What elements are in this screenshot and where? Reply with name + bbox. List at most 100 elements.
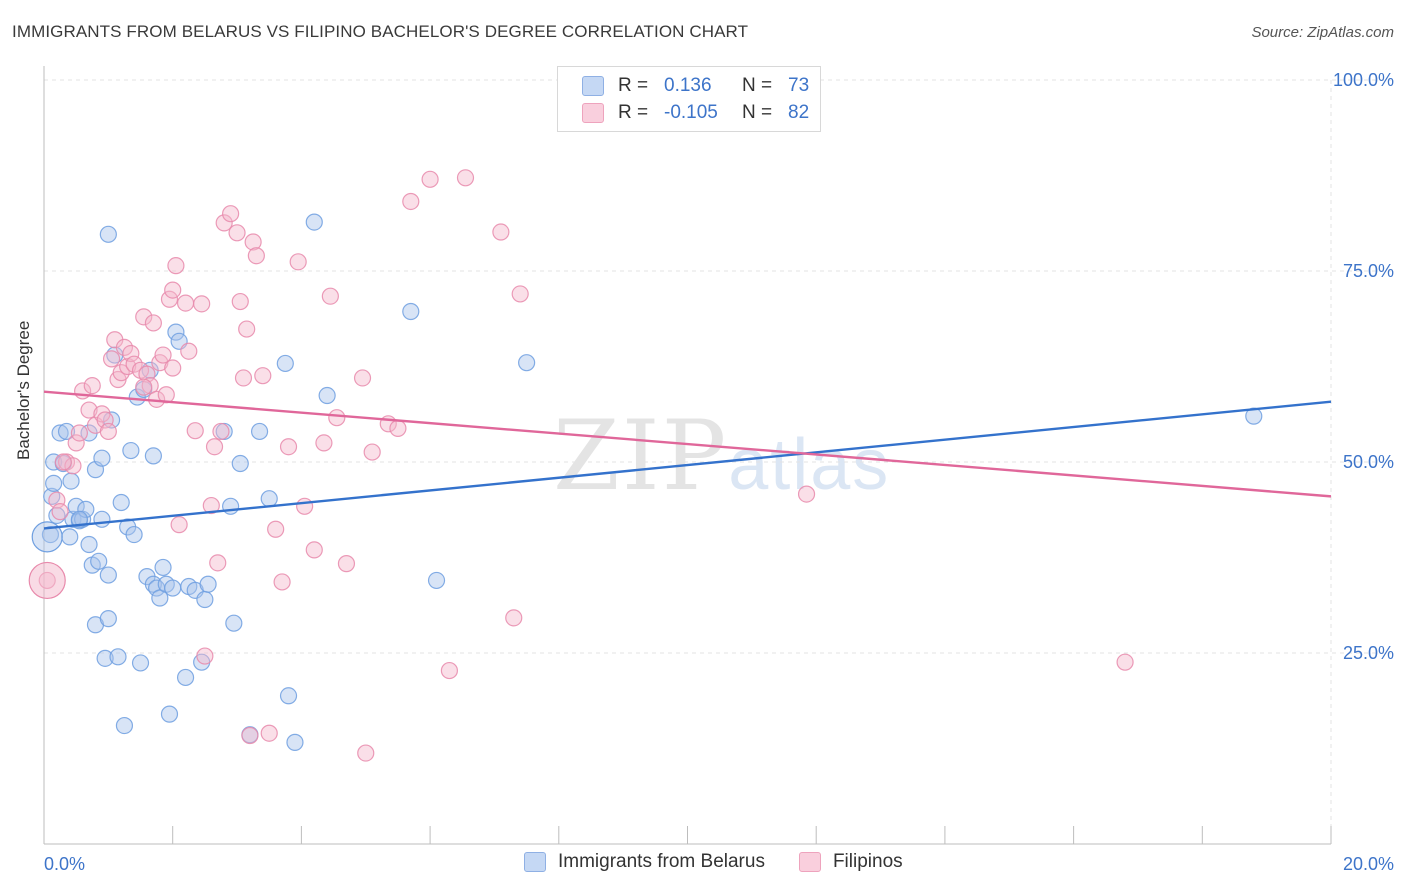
legend-swatch-filipinos xyxy=(582,103,604,123)
belarus-point xyxy=(250,422,269,441)
y-tick-label: 25.0% xyxy=(1343,643,1394,663)
belarus-point xyxy=(93,510,111,528)
filipino-point xyxy=(234,369,253,387)
filipino-point xyxy=(112,364,130,382)
belarus-point xyxy=(115,716,134,735)
filipino-point xyxy=(180,342,198,360)
filipino-point xyxy=(122,344,140,363)
watermark: ZIPatlas xyxy=(553,400,890,512)
belarus-point xyxy=(80,535,98,554)
filipino-point xyxy=(215,214,233,232)
belarus-point xyxy=(61,528,79,546)
filipino-point xyxy=(67,434,85,452)
filipino-point xyxy=(353,369,372,387)
filipino-point xyxy=(205,438,224,456)
series-swatch-filipinos xyxy=(798,852,821,872)
filipino-point xyxy=(102,350,121,368)
filipino-point xyxy=(305,541,323,559)
filipino-point xyxy=(64,457,82,475)
filipino-point xyxy=(289,253,307,271)
filipino-point xyxy=(273,573,291,591)
watermark-atlas: atlas xyxy=(728,425,891,505)
filipino-point xyxy=(170,516,188,534)
filipino-point xyxy=(421,170,439,188)
filipino-point xyxy=(51,503,69,521)
filipino-trend-line xyxy=(43,390,1332,498)
belarus-point xyxy=(99,610,117,628)
belarus-point-large xyxy=(31,521,63,553)
belarus-point xyxy=(112,493,130,512)
legend-n-label: N = xyxy=(742,102,773,123)
x-tick-label: 0.0% xyxy=(44,854,85,874)
belarus-point xyxy=(41,525,60,544)
filipino-point xyxy=(402,192,420,211)
source-credit: Source: ZipAtlas.com xyxy=(1251,24,1394,41)
legend-n-value-belarus: 73 xyxy=(788,75,810,96)
filipino-point xyxy=(160,290,179,308)
belarus-point xyxy=(109,648,127,666)
belarus-point xyxy=(45,474,63,492)
legend-n-value-filipinos: 82 xyxy=(788,102,810,123)
filipino-point xyxy=(119,357,137,376)
y-axis-label: Bachelor's Degree xyxy=(14,320,33,460)
series-legend: Immigrants from Belarus Filipinos xyxy=(524,851,937,873)
belarus-point xyxy=(276,354,294,373)
filipino-point xyxy=(222,205,240,223)
belarus-point xyxy=(144,447,162,465)
filipino-point xyxy=(176,294,195,312)
belarus-point xyxy=(518,354,536,372)
correlation-legend: R = 0.136 N = 73 R = -0.105 N = 82 xyxy=(557,66,821,132)
belarus-point xyxy=(99,566,117,584)
belarus-point xyxy=(402,302,420,321)
belarus-point xyxy=(90,552,108,570)
filipino-point xyxy=(186,422,204,440)
filipino-point xyxy=(337,555,356,573)
filipino-point xyxy=(80,401,98,419)
series-legend-belarus[interactable]: Immigrants from Belarus xyxy=(524,851,765,873)
belarus-point xyxy=(122,441,140,460)
filipino-point xyxy=(267,520,285,538)
filipino-point xyxy=(212,422,230,441)
filipino-point-large xyxy=(28,561,66,600)
filipino-point xyxy=(141,377,159,395)
filipino-point xyxy=(244,233,262,251)
filipino-point xyxy=(363,443,381,461)
filipino-point xyxy=(492,223,510,241)
belarus-point xyxy=(151,589,169,607)
filipino-point xyxy=(389,419,407,437)
belarus-point xyxy=(222,497,240,515)
filipino-point xyxy=(328,409,346,427)
belarus-point xyxy=(167,323,185,341)
belarus-point xyxy=(305,213,323,231)
belarus-point xyxy=(125,525,143,544)
filipino-point xyxy=(797,485,816,503)
series-legend-filipinos[interactable]: Filipinos xyxy=(798,851,903,873)
filipino-point xyxy=(296,497,314,515)
filipino-point xyxy=(144,314,162,332)
filipino-point xyxy=(135,308,153,326)
belarus-point xyxy=(160,705,179,723)
filipino-point xyxy=(202,496,220,515)
belarus-point xyxy=(231,454,249,473)
legend-row-filipinos: R = -0.105 N = 82 xyxy=(582,101,809,125)
filipino-point xyxy=(440,661,459,680)
belarus-point xyxy=(286,733,304,751)
filipino-point xyxy=(357,744,375,762)
filipino-point xyxy=(154,346,172,364)
filipino-point xyxy=(209,554,227,572)
belarus-point xyxy=(93,449,111,467)
filipino-point xyxy=(456,169,475,187)
belarus-point xyxy=(77,500,95,518)
filipino-point xyxy=(260,724,278,742)
filipino-point xyxy=(247,247,265,265)
legend-r-value-filipinos: -0.105 xyxy=(664,102,718,123)
belarus-point xyxy=(51,424,69,442)
belarus-point xyxy=(225,614,243,632)
watermark-zip: ZIP xyxy=(553,400,729,512)
filipino-point xyxy=(228,224,246,242)
filipino-point xyxy=(315,434,333,452)
belarus-trend-line xyxy=(43,400,1332,530)
belarus-point xyxy=(176,668,195,687)
filipino-point xyxy=(83,377,101,395)
